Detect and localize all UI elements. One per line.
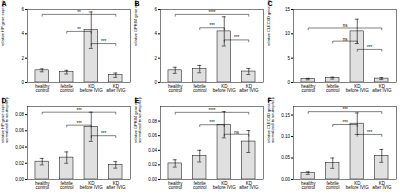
- svg-text:febrilecontrol: febrilecontrol: [193, 181, 207, 191]
- svg-text:healthycontrol: healthycontrol: [35, 84, 50, 94]
- svg-text:***: ***: [342, 120, 348, 125]
- svg-text:0.15: 0.15: [281, 113, 290, 118]
- svg-text:febrilecontrol: febrilecontrol: [193, 84, 207, 94]
- svg-text:KDbefore IVIG: KDbefore IVIG: [213, 181, 237, 191]
- svg-text:KDbefore IVIG: KDbefore IVIG: [346, 181, 370, 191]
- svg-text:KDbefore IVIG: KDbefore IVIG: [80, 84, 104, 94]
- svg-text:15: 15: [285, 7, 291, 12]
- svg-text:6: 6: [154, 7, 157, 12]
- svg-text:**: **: [77, 27, 81, 32]
- svg-text:KDafter IVIG: KDafter IVIG: [239, 181, 259, 191]
- svg-text:0.02: 0.02: [148, 162, 157, 167]
- svg-text:10: 10: [285, 31, 291, 36]
- svg-text:KDafter IVIG: KDafter IVIG: [239, 84, 259, 94]
- svg-text:febrilecontrol: febrilecontrol: [326, 84, 340, 94]
- svg-text:KDafter IVIG: KDafter IVIG: [106, 181, 126, 191]
- svg-text:0.04: 0.04: [15, 144, 24, 149]
- svg-text:****: ****: [208, 10, 215, 15]
- svg-text:healthycontrol: healthycontrol: [301, 181, 316, 191]
- svg-text:0.00: 0.00: [148, 177, 157, 182]
- svg-text:***: ***: [101, 131, 107, 136]
- svg-text:2: 2: [154, 56, 157, 61]
- svg-text:0.06: 0.06: [148, 133, 157, 138]
- svg-text:0.00: 0.00: [281, 177, 290, 182]
- svg-text:0: 0: [21, 80, 24, 85]
- svg-text:***: ***: [234, 35, 240, 40]
- svg-text:***: ***: [342, 107, 348, 112]
- svg-text:0.05: 0.05: [281, 155, 290, 160]
- svg-text:febrilecontrol: febrilecontrol: [60, 181, 74, 191]
- svg-text:E: E: [135, 97, 140, 104]
- svg-text:0.10: 0.10: [281, 134, 290, 139]
- svg-text:2: 2: [21, 56, 24, 61]
- svg-text:***: ***: [367, 130, 373, 135]
- svg-text:***: ***: [76, 121, 82, 126]
- svg-text:***: ***: [209, 120, 215, 125]
- svg-text:ns: ns: [234, 130, 240, 135]
- svg-text:A: A: [2, 0, 7, 7]
- svg-text:relative CLEC4D gene expressio: relative CLEC4D gene expressionnormalize…: [266, 97, 275, 143]
- svg-text:0.02: 0.02: [15, 161, 24, 166]
- svg-text:healthycontrol: healthycontrol: [168, 84, 183, 94]
- svg-text:KDbefore IVIG: KDbefore IVIG: [80, 181, 104, 191]
- svg-text:KDafter IVIG: KDafter IVIG: [372, 84, 392, 94]
- svg-text:0.08: 0.08: [15, 112, 24, 117]
- svg-text:***: ***: [367, 45, 373, 50]
- svg-text:healthycontrol: healthycontrol: [168, 181, 183, 191]
- svg-text:0: 0: [154, 80, 157, 85]
- svg-text:***: ***: [209, 23, 215, 28]
- svg-text:ns: ns: [343, 37, 349, 42]
- svg-text:relative GPR84 gene expression: relative GPR84 gene expressionnormalized…: [133, 97, 142, 143]
- svg-text:KDbefore IVIG: KDbefore IVIG: [213, 84, 237, 94]
- svg-text:F: F: [268, 97, 273, 104]
- svg-text:KDafter IVIG: KDafter IVIG: [372, 181, 392, 191]
- svg-text:***: ***: [101, 39, 107, 44]
- svg-text:4: 4: [154, 31, 157, 36]
- svg-text:0.08: 0.08: [148, 119, 157, 124]
- svg-text:febrilecontrol: febrilecontrol: [326, 181, 340, 191]
- svg-text:***: ***: [76, 108, 82, 113]
- svg-text:0.06: 0.06: [15, 128, 24, 133]
- svg-text:KDbefore IVIG: KDbefore IVIG: [346, 84, 370, 94]
- svg-text:ns: ns: [343, 23, 349, 28]
- svg-text:relative HP gene expressionnor: relative HP gene expressionnormalized to…: [0, 97, 9, 143]
- svg-text:febrilecontrol: febrilecontrol: [60, 84, 74, 94]
- svg-text:D: D: [2, 97, 7, 104]
- svg-text:healthycontrol: healthycontrol: [35, 181, 50, 191]
- svg-text:0.04: 0.04: [148, 148, 157, 153]
- svg-text:****: ****: [208, 108, 215, 113]
- svg-text:C: C: [268, 0, 273, 7]
- svg-text:KDafter IVIG: KDafter IVIG: [106, 84, 126, 94]
- svg-text:5: 5: [287, 56, 290, 61]
- svg-text:**: **: [77, 10, 81, 15]
- svg-text:0.00: 0.00: [15, 177, 24, 182]
- svg-text:healthycontrol: healthycontrol: [301, 84, 316, 94]
- svg-text:B: B: [135, 0, 140, 7]
- svg-text:4: 4: [21, 31, 24, 36]
- svg-text:0: 0: [287, 80, 290, 85]
- svg-text:6: 6: [21, 7, 24, 12]
